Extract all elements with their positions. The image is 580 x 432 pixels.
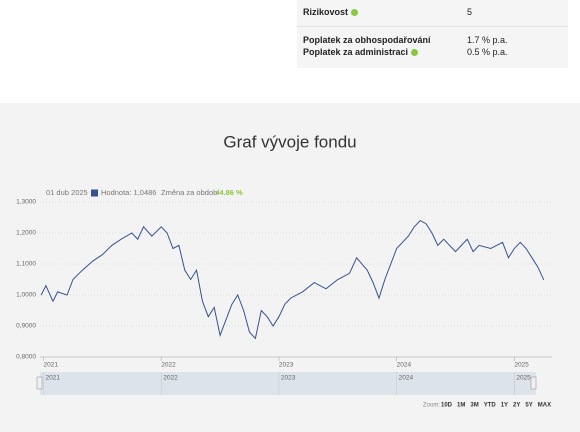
chart: Graf vývoje fondu 01 dub 2025 Hodnota: 1… <box>0 103 580 432</box>
y-tick-label: 1,1000 <box>16 261 36 268</box>
x-tick-label: 2023 <box>279 362 294 369</box>
info-value: 1.7 % p.a. <box>467 35 508 45</box>
info-value: 0.5 % p.a. <box>467 47 508 57</box>
navigator-handle[interactable] <box>530 376 537 390</box>
legend-swatch <box>91 189 98 197</box>
navigator[interactable] <box>40 372 536 395</box>
navigator-label: 2021 <box>46 375 61 382</box>
zoom-label: Zoom: <box>423 403 440 409</box>
navigator-label: 2025 <box>516 375 531 382</box>
zoom-button[interactable]: 10D <box>441 403 453 409</box>
info-key: Rizikovost <box>303 7 359 17</box>
zoom-button[interactable]: YTD <box>484 403 497 409</box>
navigator-label: 2023 <box>281 375 296 382</box>
info-key: Poplatek za obhospodařování <box>303 35 431 45</box>
separator <box>297 26 568 27</box>
zoom-button[interactable]: MAX <box>538 403 551 409</box>
help-icon[interactable] <box>411 49 419 56</box>
header-date: 01 dub 2025 <box>46 188 88 197</box>
navigator-label: 2022 <box>163 375 178 382</box>
info-table: Rizikovost 5 Poplatek za obhospodařování 1… <box>297 0 568 68</box>
header-value: Hodnota: 1,0486 <box>101 188 156 197</box>
zoom-button[interactable]: 2Y <box>513 403 520 409</box>
info-value: 5 <box>467 7 473 17</box>
zoom-button[interactable]: 5Y <box>525 403 532 409</box>
zoom-button[interactable]: 1M <box>457 403 465 409</box>
y-tick-label: 1,2000 <box>16 230 36 237</box>
chart-title: Graf vývoje fondu <box>223 132 356 151</box>
zoom-button[interactable]: 3M <box>470 403 478 409</box>
navigator-label: 2024 <box>399 375 414 382</box>
y-tick-label: 1,3000 <box>16 199 36 206</box>
x-tick-label: 2022 <box>161 362 176 369</box>
help-icon[interactable] <box>351 9 359 16</box>
x-tick-label: 2021 <box>44 362 59 369</box>
header-change-label: Změna za období <box>161 188 220 197</box>
zoom-button[interactable]: 1Y <box>501 403 508 409</box>
info-key-text: Poplatek za administraci <box>303 47 409 57</box>
y-tick-label: 0,9000 <box>16 323 36 330</box>
header-change: +4.86 % <box>215 188 243 197</box>
info-key: Poplatek za administraci <box>303 47 419 57</box>
x-tick-label: 2024 <box>397 362 412 369</box>
x-tick-label: 2025 <box>514 362 529 369</box>
info-row: Poplatek za administraci 0.5 % p.a. <box>303 47 568 59</box>
info-row: Poplatek za obhospodařování 1.7 % p.a. <box>303 35 568 47</box>
info-key-text: Rizikovost <box>303 7 349 17</box>
y-tick-label: 0,8000 <box>16 354 36 361</box>
series-line <box>40 219 545 340</box>
y-tick-label: 1,0000 <box>16 292 36 299</box>
navigator-handle[interactable] <box>36 376 43 390</box>
info-row: Rizikovost 5 <box>303 7 568 19</box>
